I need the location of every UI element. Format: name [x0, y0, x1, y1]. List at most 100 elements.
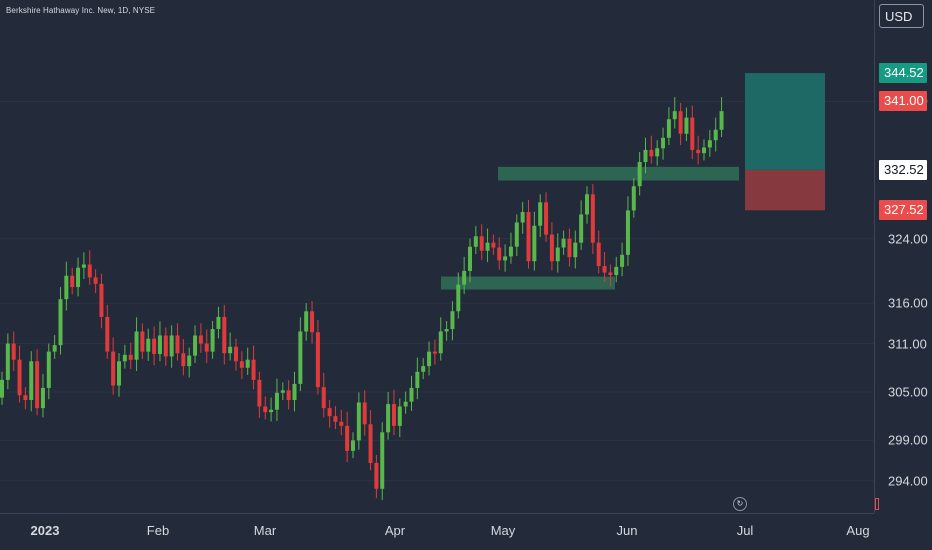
replay-icon[interactable]: ↻ [733, 497, 747, 511]
candle-body [503, 256, 508, 261]
candle-body [64, 275, 69, 300]
price-badge-0: 344.52 [879, 63, 927, 84]
candle-body [356, 402, 361, 441]
candle-body [269, 409, 274, 413]
candle-body [228, 346, 233, 354]
candle-body [391, 404, 396, 426]
candle-body [327, 408, 332, 417]
candle-body [637, 162, 642, 187]
candle-body [491, 242, 496, 248]
candle-body [5, 343, 10, 380]
candle-body [239, 361, 244, 368]
candle-body [649, 149, 654, 157]
candle-body [0, 379, 4, 398]
candle-body [468, 246, 472, 271]
candle-body [52, 345, 57, 352]
candle-body [286, 390, 291, 401]
candle-body [620, 254, 625, 267]
candle-body [234, 346, 238, 362]
candle-body [672, 111, 677, 120]
candle-body [567, 238, 572, 258]
time-label: Jul [736, 523, 754, 538]
candle-body [46, 351, 51, 388]
candle-body [427, 351, 432, 367]
candle-body [292, 383, 297, 401]
candle-body [684, 117, 689, 134]
candle-body [181, 353, 186, 367]
candle-body [456, 284, 461, 312]
candle-body [198, 335, 203, 344]
candle-body [596, 242, 601, 267]
time-label: Feb [146, 523, 170, 538]
candle-body [485, 242, 490, 251]
candle-body [409, 387, 414, 402]
time-label: Aug [846, 523, 870, 538]
candle-body [573, 242, 578, 258]
time-label: May [490, 523, 516, 538]
candle-body [643, 149, 648, 162]
candle-body [339, 421, 344, 426]
candle-body [345, 425, 350, 451]
candle-body [380, 432, 385, 489]
candle-body [532, 225, 537, 262]
time-label: 2023 [30, 523, 60, 538]
candle-body [263, 406, 268, 413]
candle-body [614, 266, 619, 275]
candle-body [40, 387, 45, 409]
candle-body [666, 119, 671, 138]
candle-body [70, 275, 75, 288]
time-label: Jun [616, 523, 638, 538]
candle-body [608, 272, 613, 275]
candle-body [222, 316, 227, 354]
marker-icon [875, 498, 879, 510]
candle-body [479, 236, 484, 251]
candle-body [99, 283, 104, 317]
candle-body [298, 331, 303, 384]
candle-body [444, 329, 449, 332]
time-axis[interactable] [0, 513, 874, 550]
candle-body [87, 264, 92, 278]
price-badge-1: 341.00 [879, 91, 927, 112]
price-tick-label: 299.00 [888, 432, 928, 448]
currency-button[interactable]: USD [879, 4, 924, 28]
candle-body [655, 148, 660, 157]
candle-body [579, 214, 584, 243]
symbol-title: Berkshire Hathaway Inc. New, 1D, NYSE [6, 6, 156, 15]
candle-body [122, 354, 127, 362]
candle-body [625, 210, 630, 255]
candle-body [157, 335, 162, 355]
candle-body [304, 311, 309, 332]
candle-body [169, 335, 174, 357]
candle-body [707, 140, 712, 148]
candle-body [561, 238, 566, 248]
candle-body [690, 117, 695, 150]
candle-body [520, 212, 525, 223]
candle-body [631, 186, 636, 211]
candle-body [386, 404, 391, 433]
annotations [441, 73, 825, 290]
price-tick-label: 324.00 [888, 231, 928, 247]
candle-body [368, 424, 373, 463]
candle-body [432, 351, 437, 354]
candle-body [111, 351, 116, 386]
candle-body [152, 338, 157, 355]
candle-body [245, 359, 250, 368]
candle-body [421, 366, 426, 372]
candle-body [497, 247, 502, 261]
candle-body [403, 401, 408, 407]
candle-body [719, 111, 724, 130]
candle-body [11, 343, 16, 360]
candle-body [713, 129, 718, 141]
candle-body [374, 462, 379, 489]
price-axis[interactable] [874, 0, 932, 513]
candle-body [415, 371, 420, 388]
candle-body [508, 246, 513, 257]
candle-body [257, 379, 262, 407]
candle-body [140, 331, 145, 352]
stop-zone [745, 169, 825, 211]
grid [0, 100, 874, 482]
candle-body [678, 111, 683, 134]
support-zone [441, 276, 615, 290]
